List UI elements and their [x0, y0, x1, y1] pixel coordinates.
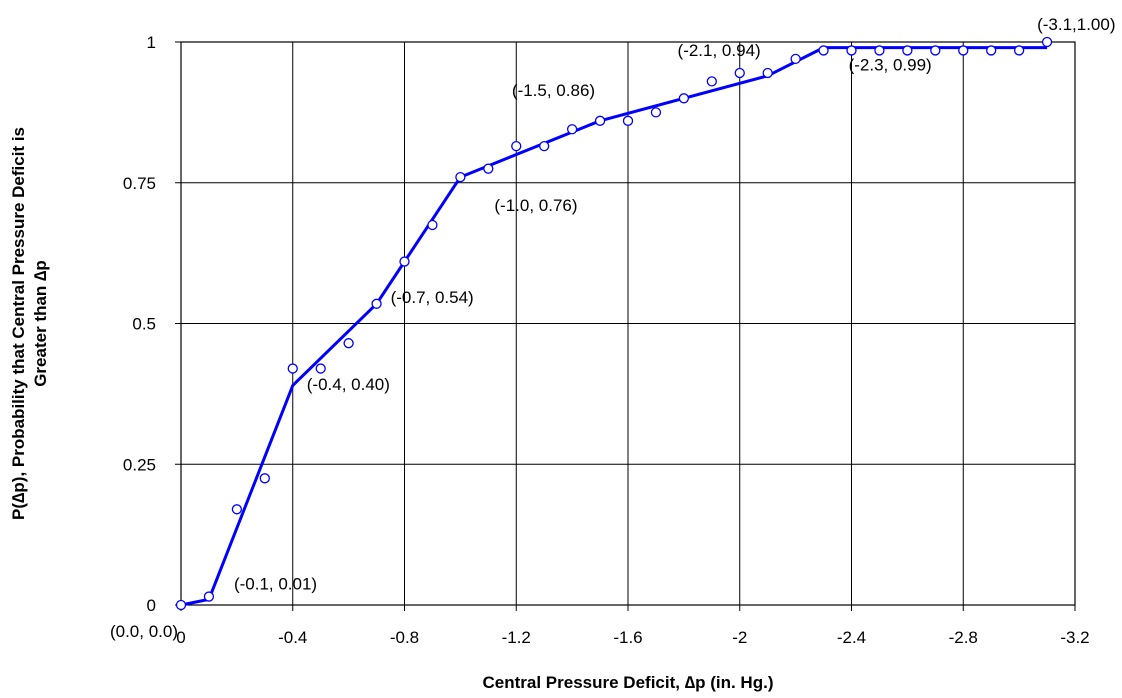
point-annotation-label: (0.0, 0.0)	[110, 622, 178, 641]
y-axis-title-line-2: Greater than ∆p	[31, 260, 50, 387]
y-axis-title-line-1: P(∆p), Probability that Central Pressure…	[9, 127, 28, 520]
data-point-marker	[846, 45, 857, 56]
data-point-marker	[399, 256, 410, 267]
data-point-marker	[930, 45, 941, 56]
x-tick-label: -1.2	[502, 628, 531, 647]
grid-lines	[180, 41, 1076, 606]
data-point-marker	[650, 107, 662, 118]
x-axis-title: Central Pressure Deficit, ∆p (in. Hg.)	[483, 673, 774, 692]
x-tick-label: -1.6	[613, 628, 642, 647]
x-tick-label: -2.8	[949, 628, 978, 647]
x-tick-label: -3.2	[1060, 628, 1089, 647]
y-tick-label: 1	[147, 33, 156, 52]
data-point-marker	[483, 163, 494, 174]
point-annotation-label: (-3.1,1.00)	[1037, 15, 1115, 34]
data-point-marker	[678, 93, 690, 104]
data-point-marker	[455, 171, 466, 183]
y-tick-label: 0	[147, 596, 156, 615]
fitted-line	[180, 46, 1048, 607]
y-tick-label: 0.25	[123, 455, 156, 474]
x-tick-label: -0.4	[278, 628, 307, 647]
data-point-marker	[315, 363, 326, 374]
data-point-marker	[622, 115, 634, 126]
data-series	[175, 36, 1053, 611]
data-point-marker	[986, 45, 997, 56]
point-annotation-label: (-1.5, 0.86)	[512, 81, 595, 100]
data-point-marker	[259, 473, 270, 484]
data-point-marker	[790, 53, 801, 65]
data-point-marker	[203, 591, 215, 602]
data-point-marker	[902, 45, 913, 56]
data-point-marker	[818, 45, 829, 56]
x-tick-label: -2.4	[837, 628, 866, 647]
data-point-marker	[1041, 36, 1053, 48]
x-axis-ticks: 0 -0.4 -0.8 -1.2 -1.6 -2 -2.4 -2.8 -3.2	[176, 605, 1090, 647]
data-point-marker	[539, 141, 550, 152]
data-point-marker	[1013, 45, 1025, 56]
y-tick-label: 0.5	[132, 315, 156, 334]
x-tick-label: 0	[176, 628, 185, 647]
data-point-marker	[371, 298, 382, 309]
data-point-marker	[511, 141, 522, 152]
data-point-marker	[958, 45, 969, 56]
point-annotation-label: (-0.4, 0.40)	[307, 375, 390, 394]
point-annotation-label: (-1.0, 0.76)	[494, 196, 577, 215]
data-point-marker	[427, 219, 438, 231]
x-tick-label: -0.8	[390, 628, 419, 647]
data-point-marker	[762, 67, 773, 79]
data-point-marker	[734, 67, 745, 79]
point-annotation-label: (-2.3, 0.99)	[849, 56, 932, 75]
data-point-marker	[175, 599, 187, 611]
data-point-marker	[287, 363, 298, 374]
y-axis-ticks: 0 0.25 0.5 0.75 1	[123, 33, 181, 615]
data-point-marker	[566, 124, 578, 135]
data-point-marker	[231, 504, 243, 515]
point-annotations: (0.0, 0.0) (-0.1, 0.01) (-0.4, 0.40) (-0.7,…	[110, 15, 1116, 641]
x-tick-label: -2	[732, 628, 747, 647]
y-tick-label: 0.75	[123, 174, 156, 193]
point-annotation-label: (-2.1, 0.94)	[678, 41, 761, 60]
data-point-marker	[874, 45, 885, 56]
data-point-marker	[343, 338, 354, 349]
point-annotation-label: (-0.7, 0.54)	[391, 288, 474, 307]
point-annotation-label: (-0.1, 0.01)	[234, 574, 317, 593]
data-point-marker	[594, 115, 606, 126]
data-point-marker	[706, 76, 717, 87]
